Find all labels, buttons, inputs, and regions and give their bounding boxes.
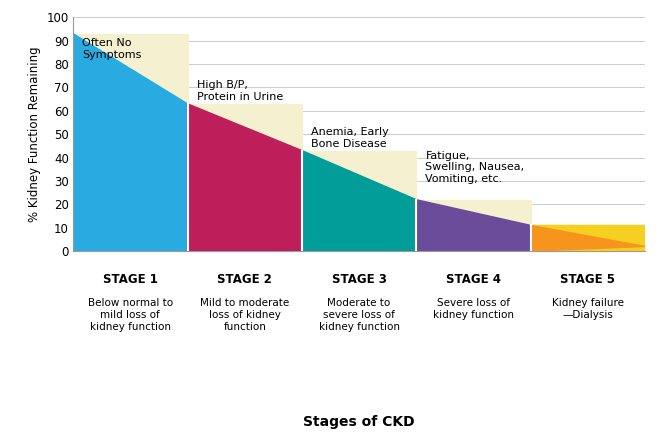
Text: Mild to moderate
loss of kidney
function: Mild to moderate loss of kidney function [200, 298, 289, 332]
Text: STAGE 2: STAGE 2 [217, 273, 272, 286]
Polygon shape [188, 104, 302, 251]
Text: STAGE 4: STAGE 4 [446, 273, 501, 286]
Polygon shape [531, 226, 645, 251]
Text: STAGE 5: STAGE 5 [561, 273, 615, 286]
Y-axis label: % Kidney Function Remaining: % Kidney Function Remaining [28, 46, 41, 222]
Text: Below normal to
mild loss of
kidney function: Below normal to mild loss of kidney func… [88, 298, 173, 332]
Polygon shape [73, 34, 188, 251]
Text: Anemia, Early
Bone Disease: Anemia, Early Bone Disease [311, 127, 389, 149]
Text: Often No
Symptoms: Often No Symptoms [82, 39, 142, 60]
Text: Fatigue,
Swelling, Nausea,
Vomiting, etc.: Fatigue, Swelling, Nausea, Vomiting, etc… [426, 151, 525, 184]
Text: STAGE 1: STAGE 1 [103, 273, 158, 286]
Text: Moderate to
severe loss of
kidney function: Moderate to severe loss of kidney functi… [319, 298, 400, 332]
Polygon shape [416, 200, 531, 251]
Polygon shape [73, 34, 188, 251]
Text: Kidney failure
—Dialysis: Kidney failure —Dialysis [552, 298, 624, 320]
Text: Severe loss of
kidney function: Severe loss of kidney function [433, 298, 514, 320]
Polygon shape [531, 226, 645, 251]
Text: High B/P,
Protein in Urine: High B/P, Protein in Urine [197, 81, 283, 102]
Polygon shape [531, 226, 645, 251]
Text: Stages of CKD: Stages of CKD [303, 415, 415, 429]
Polygon shape [416, 200, 531, 251]
Polygon shape [188, 104, 302, 251]
Polygon shape [302, 151, 416, 251]
Text: STAGE 3: STAGE 3 [332, 273, 386, 286]
Polygon shape [302, 151, 416, 251]
